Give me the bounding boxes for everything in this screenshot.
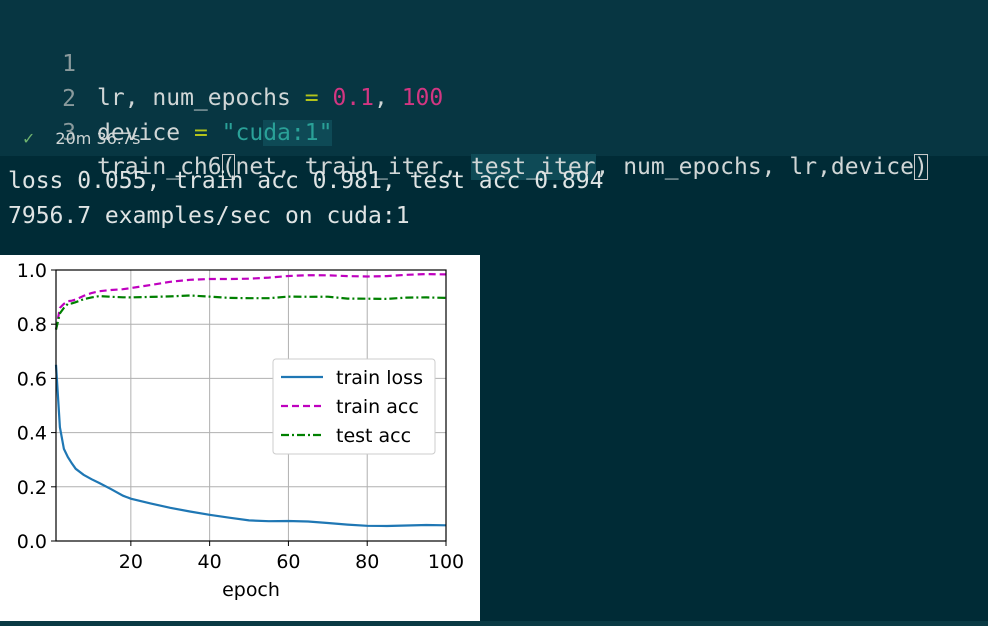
bracket-match: ( xyxy=(221,154,236,180)
code-line-2[interactable]: 2 device = "cuda:1" xyxy=(0,48,333,146)
code-token: lr, num_epochs xyxy=(97,85,305,111)
y-tick-label: 0.2 xyxy=(17,477,47,499)
legend-box xyxy=(272,358,436,455)
checkmark-icon: ✓ xyxy=(22,129,36,148)
code-token: , num_epochs, lr,device xyxy=(595,154,915,180)
y-tick-label: 0.6 xyxy=(17,368,47,390)
line-number: 3 xyxy=(62,120,76,146)
code-token xyxy=(319,85,333,111)
series-line-train-acc xyxy=(54,272,447,330)
output-line-2: 7956.7 examples/sec on cuda:1 xyxy=(8,203,410,229)
y-tick-label: 1.0 xyxy=(17,260,47,282)
y-tick-label: 0.0 xyxy=(17,531,47,553)
line-number: 1 xyxy=(62,51,76,77)
code-line-3[interactable]: 3 train_ch6(net, train_iter, test_iter, … xyxy=(0,82,928,180)
x-tick-label: 80 xyxy=(355,551,379,573)
code-number: 100 xyxy=(401,85,444,111)
code-token: , xyxy=(373,85,402,111)
code-string-highlight: da:1" xyxy=(263,120,333,146)
code-number: 0.1 xyxy=(332,85,374,111)
output-line-1: loss 0.055, train acc 0.981, test acc 0.… xyxy=(8,168,604,194)
bracket-match: ) xyxy=(914,154,928,180)
code-operator: = xyxy=(304,85,319,111)
execution-status: ✓ 20m 36.7s xyxy=(22,126,140,152)
y-tick-label: 0.4 xyxy=(17,423,47,445)
code-token-highlight: test_iter xyxy=(470,154,596,180)
legend-label: train acc xyxy=(336,396,419,418)
code-token: train_ch6 xyxy=(97,154,222,180)
series-line-test-acc xyxy=(54,294,447,330)
code-token: device xyxy=(97,120,194,146)
chart-svg: 20 40 60 80 100 0.0 0.2 0.4 0.6 0.8 1.0 epoch train … xyxy=(17,260,464,601)
x-tick-label: 20 xyxy=(119,551,143,573)
legend-label: train loss xyxy=(336,367,423,389)
x-tick-label: 100 xyxy=(428,551,464,573)
training-plot: 20 40 60 80 100 0.0 0.2 0.4 0.6 0.8 1.0 epoch train … xyxy=(0,255,480,621)
code-string: "cu xyxy=(221,120,264,146)
x-tick-label: 40 xyxy=(198,551,222,573)
execution-time: 20m 36.7s xyxy=(55,129,141,148)
code-line-1[interactable]: 1 lr, num_epochs = 0.1, 100 xyxy=(0,13,443,111)
legend-label: test acc xyxy=(336,425,411,447)
code-token xyxy=(208,120,222,146)
line-number: 2 xyxy=(62,86,76,112)
axes-frame xyxy=(55,269,447,542)
code-token: net, train_iter, xyxy=(235,154,471,180)
code-operator: = xyxy=(193,120,208,146)
bottom-bar xyxy=(0,621,988,626)
x-axis-label: epoch xyxy=(222,579,280,601)
x-tick-label: 60 xyxy=(276,551,300,573)
code-cell-input[interactable]: 1 lr, num_epochs = 0.1, 100 2 device = "… xyxy=(0,0,988,180)
y-tick-label: 0.8 xyxy=(17,314,47,336)
series-line-train-loss xyxy=(54,364,447,528)
